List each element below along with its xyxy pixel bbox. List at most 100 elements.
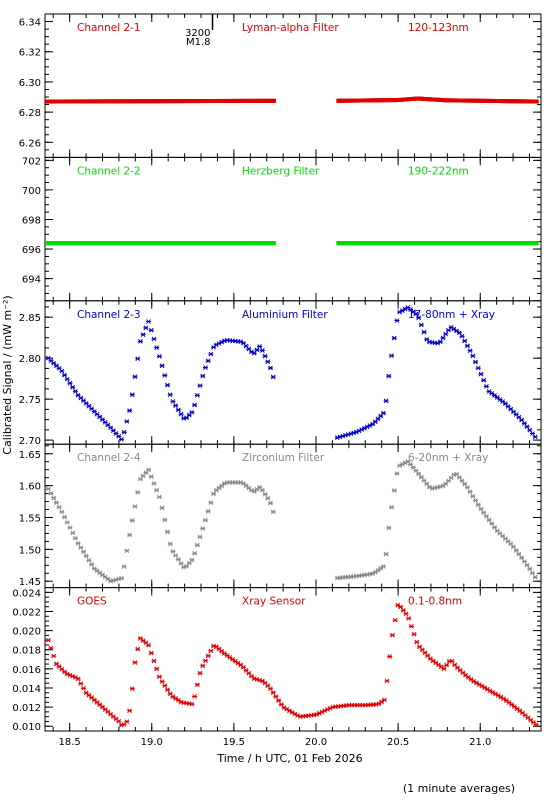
y-tick-label: 0.014 [12,684,41,695]
data-point [202,517,208,523]
data-point [146,467,152,473]
data-point [192,694,198,699]
data-point [380,564,386,569]
footnote: (1 minute averages) [403,782,515,795]
data-point [194,392,200,398]
data-point [262,491,268,497]
data-point [178,411,184,417]
data-point [124,548,130,554]
data-point [254,347,260,353]
data-point [259,487,265,493]
data-point [387,654,393,659]
data-point [70,384,76,390]
data-point [444,662,450,668]
data-point [536,99,539,104]
data-point [524,562,530,568]
panel-frame [44,13,542,158]
data-point [492,524,498,530]
data-point [45,637,51,643]
panel-5: 0.010 0.012 0.014 0.016 0.018 0.020 0.022 0.024… [12,587,542,733]
data-point [208,648,214,654]
data-point [265,359,271,365]
data-point [159,363,165,369]
data-point [194,542,200,548]
data-point [384,678,390,684]
data-point [483,513,489,519]
data-point [81,685,87,691]
filter-label: Herzberg Filter [242,165,320,177]
data-point [48,491,54,496]
data-point [430,658,436,664]
y-tick-label: 0.018 [12,646,41,657]
y-tick-label: 2.85 [19,313,41,324]
x-tick-label: 19.0 [141,737,163,748]
data-point [386,525,392,531]
data-series [45,459,538,584]
data-point [516,551,522,557]
data-point [159,679,165,684]
data-point [81,549,87,555]
data-series [45,305,538,442]
data-point [162,683,168,689]
data-point [135,490,141,495]
data-point [481,377,487,383]
data-point [118,575,124,581]
data-point [257,344,263,349]
data-point [276,698,282,703]
data-point [194,682,200,688]
data-point [478,371,484,377]
data-point [154,345,160,350]
data-point [156,674,162,680]
data-point [167,541,173,547]
data-point [418,474,424,480]
data-point [416,315,422,321]
data-point [486,517,492,523]
data-point [513,548,519,553]
data-point [449,658,455,664]
data-point [78,545,84,550]
data-point [156,353,162,359]
data-point [391,335,397,341]
data-point [186,560,192,566]
data-point [173,403,179,409]
data-point [127,532,133,538]
data-point [413,311,419,317]
data-point [208,500,214,505]
data-point [53,500,59,505]
data-point [527,566,533,572]
data-point [167,392,173,398]
data-point [67,380,73,386]
data-point [86,557,92,563]
data-point [521,421,527,426]
data-point [192,551,198,556]
data-point [438,664,444,670]
data-point [473,359,479,365]
data-point [151,336,157,342]
panel-4: 1.45 1.50 1.55 1.60 1.65 Channel 2-4 Zirconium… [19,443,542,589]
data-point [197,534,203,540]
data-point [389,353,395,359]
data-point [192,402,198,408]
data-series [45,96,539,104]
data-point [521,559,527,564]
data-point [259,348,265,353]
data-point [175,407,181,413]
filter-label: Zirconium Filter [242,452,325,464]
wavelength-label: 190-222nm [408,165,469,177]
panel-frame [44,156,542,302]
data-point [262,353,268,359]
data-point [165,529,171,535]
panel-frame [44,443,542,589]
data-point [121,564,127,569]
data-point [51,653,57,659]
data-point [205,358,211,364]
data-point [205,509,211,514]
data-point [270,374,276,380]
data-point [470,493,476,499]
data-series [45,602,539,728]
data-point [118,436,124,442]
data-point [135,356,141,362]
data-point [211,491,217,497]
data-point [421,478,427,483]
